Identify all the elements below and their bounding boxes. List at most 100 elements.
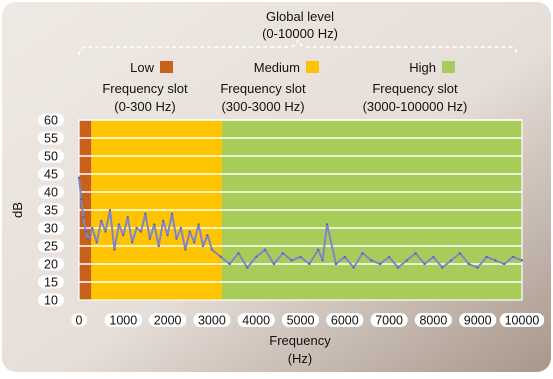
legend-band-range: (3000-100000 Hz): [363, 99, 468, 114]
x-tick-pill: [71, 313, 87, 327]
x-tick-pill: [414, 313, 452, 327]
data-point: [246, 266, 249, 269]
x-axis: 0 1000 2000 3000 4000 5000 6000 7000 8000 9000 100…: [71, 313, 545, 328]
y-axis-label: dB: [10, 202, 25, 218]
data-point: [95, 241, 98, 244]
data-point: [228, 262, 231, 266]
y-tick-label: 60: [44, 114, 58, 128]
y-tick-pill: [38, 293, 64, 307]
data-point: [321, 259, 324, 262]
x-tick-pill: [459, 313, 497, 327]
x-tick-label: 2000: [154, 314, 182, 328]
data-point: [162, 219, 165, 222]
x-tick-label: 0: [76, 314, 83, 328]
data-point: [432, 255, 435, 258]
y-tick-pill: [38, 239, 64, 253]
legend-band-name: Low: [130, 60, 154, 75]
data-point: [255, 255, 258, 258]
band-legend: Low Frequency slot (0-300 Hz) Medium Frequen…: [102, 60, 467, 114]
data-point: [193, 241, 196, 244]
data-point: [325, 223, 329, 226]
y-tick-pill: [38, 275, 64, 289]
data-point: [219, 255, 222, 258]
data-point: [117, 223, 120, 226]
plot-border: [78, 119, 523, 301]
y-tick-label: 30: [44, 222, 58, 236]
data-point: [423, 262, 426, 266]
y-tick-label: 45: [44, 168, 58, 182]
y-tick-pill: [38, 131, 64, 145]
x-tick-pill: [281, 313, 320, 327]
data-point: [153, 223, 156, 226]
data-point: [352, 266, 355, 269]
y-tick-label: 25: [44, 240, 58, 254]
data-point: [184, 248, 187, 251]
data-point: [503, 262, 506, 266]
data-point: [281, 252, 284, 255]
x-tick-pill: [149, 313, 187, 327]
data-point: [113, 248, 116, 251]
data-point: [405, 259, 408, 262]
y-tick-label: 40: [44, 186, 58, 200]
data-point: [290, 259, 293, 262]
x-axis-label: Frequency: [269, 333, 331, 348]
data-point: [175, 237, 178, 240]
y-tick-pill: [38, 185, 64, 199]
data-point: [166, 234, 169, 237]
data-point: [263, 248, 267, 251]
x-tick-label: 9000: [464, 314, 492, 328]
data-point: [179, 226, 182, 230]
global-bracket: [78, 37, 518, 56]
data-point: [388, 255, 391, 258]
legend-band-range: (300-3000 Hz): [221, 99, 304, 114]
data-point: [135, 226, 138, 230]
data-point: [131, 241, 134, 244]
legend-band-label: Frequency slot: [102, 81, 188, 96]
legend-swatch: [306, 61, 319, 73]
y-tick-pill: [38, 149, 64, 163]
x-tick-pill: [193, 313, 231, 327]
data-point: [100, 219, 103, 222]
data-point: [206, 234, 209, 237]
data-point: [441, 266, 444, 269]
data-point: [82, 216, 85, 219]
data-point: [170, 212, 174, 215]
data-point: [77, 176, 81, 179]
x-tick-pill: [326, 313, 364, 327]
plot-area: [77, 119, 524, 301]
legend-band-name: High: [409, 60, 436, 75]
y-tick-pill: [38, 257, 64, 271]
data-point: [88, 234, 92, 237]
data-point: [104, 230, 107, 233]
data-point: [485, 255, 488, 258]
y-tick-label: 10: [44, 294, 58, 308]
legend-band-label: Frequency slot: [372, 81, 458, 96]
x-tick-label: 5000: [287, 314, 315, 328]
x-axis-unit: (Hz): [288, 351, 313, 366]
data-point: [450, 259, 453, 262]
data-point: [122, 234, 125, 237]
data-point: [237, 252, 240, 255]
data-point: [126, 216, 129, 219]
data-point: [148, 237, 151, 240]
legend-band-range: (0-300 Hz): [114, 99, 175, 114]
data-point: [201, 244, 205, 248]
x-tick-pill: [104, 313, 142, 327]
data-point: [108, 208, 112, 212]
data-point: [210, 248, 213, 251]
legend-swatch: [442, 61, 455, 73]
data-point: [157, 244, 160, 248]
x-tick-label: 4000: [242, 314, 270, 328]
x-tick-pill: [237, 313, 275, 327]
data-point: [80, 198, 83, 201]
x-tick-label: 1000: [109, 314, 137, 328]
x-tick-pill: [370, 313, 408, 327]
y-tick-pill: [38, 113, 64, 127]
data-point: [343, 255, 346, 258]
data-point: [370, 259, 373, 262]
data-point: [512, 255, 515, 258]
x-tick-label: 10000: [505, 314, 540, 328]
series-line: [78, 177, 523, 269]
